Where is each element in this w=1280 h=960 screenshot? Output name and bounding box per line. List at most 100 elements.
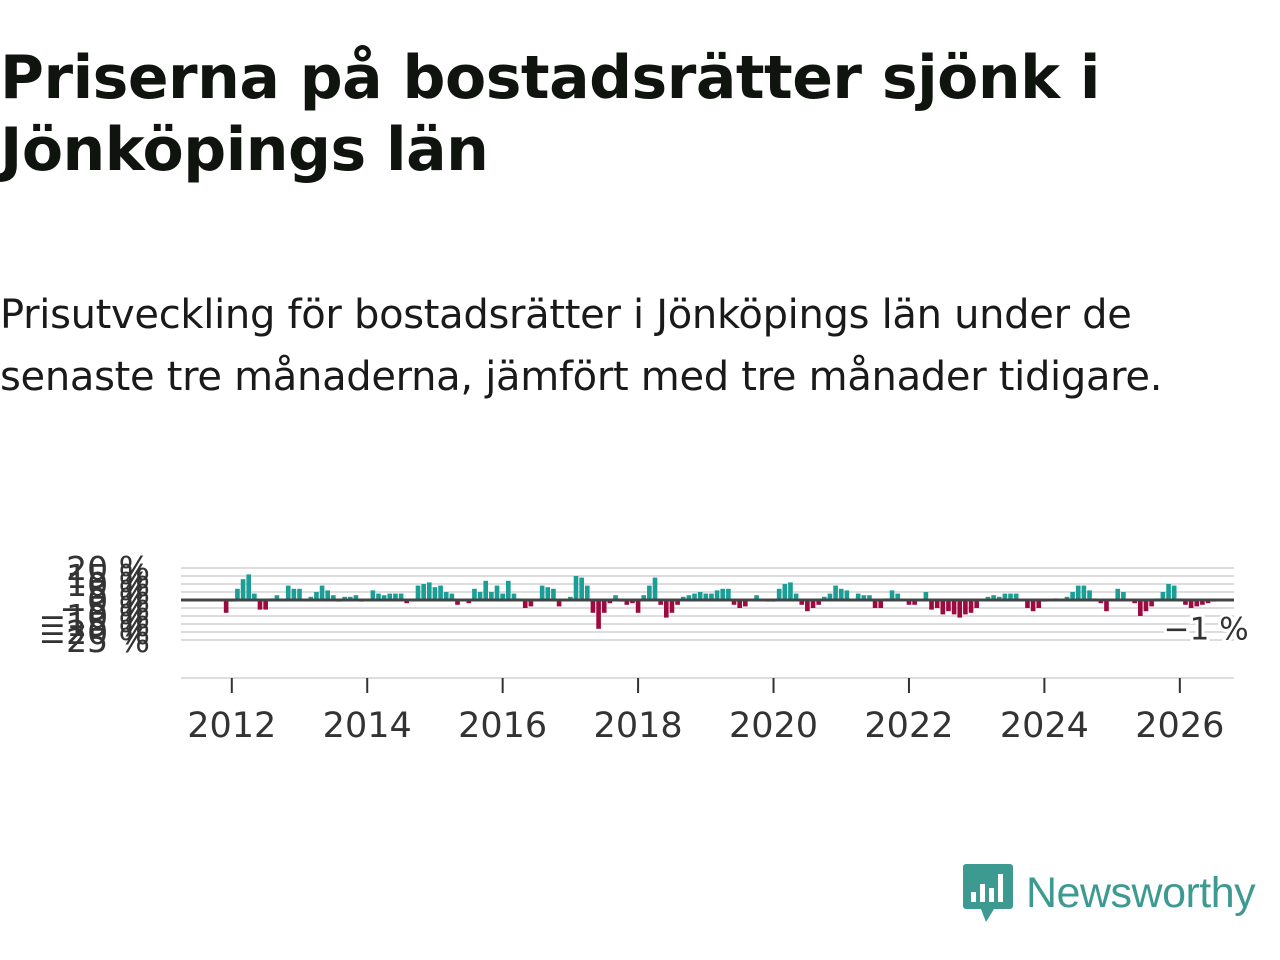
bar	[1115, 588, 1121, 600]
gridlines	[181, 567, 1234, 641]
bar	[1081, 585, 1087, 600]
bar	[590, 600, 596, 613]
bar	[810, 600, 816, 608]
bar	[703, 593, 709, 600]
bar	[658, 600, 663, 605]
bar	[263, 600, 268, 610]
bar	[1013, 593, 1019, 600]
bar	[1200, 600, 1205, 605]
y-tick-label: −5 %	[60, 589, 151, 628]
bar	[731, 600, 737, 605]
bar	[697, 592, 703, 600]
bar	[737, 600, 742, 608]
bar	[505, 580, 511, 600]
bar	[584, 585, 590, 600]
bar	[776, 588, 782, 600]
bar	[624, 600, 630, 605]
bar	[376, 593, 381, 600]
bar	[528, 600, 534, 607]
bar	[353, 595, 359, 600]
bar	[449, 593, 455, 600]
bar	[709, 593, 714, 600]
bar	[1064, 596, 1070, 600]
bar	[827, 593, 833, 600]
bar	[799, 600, 805, 605]
bar	[240, 579, 246, 600]
bar	[545, 587, 551, 600]
bar	[934, 600, 940, 608]
bar	[652, 577, 658, 600]
bar	[805, 600, 810, 612]
bar	[370, 590, 376, 600]
x-axis: 2012 2014 2016 2018 2020 2022 2024 2026	[187, 678, 1224, 740]
bar	[867, 595, 872, 600]
bar	[556, 600, 562, 607]
bar	[331, 595, 336, 600]
bar	[1075, 585, 1081, 600]
bar	[223, 600, 229, 613]
bar	[1104, 600, 1109, 612]
bar	[889, 590, 895, 600]
bar	[1070, 592, 1075, 600]
bar	[1194, 600, 1200, 607]
bar	[1036, 600, 1042, 608]
bar	[692, 593, 697, 600]
bar	[252, 593, 257, 600]
bar	[1132, 600, 1137, 604]
bar	[816, 600, 821, 605]
bar	[635, 600, 641, 613]
bar	[844, 590, 850, 600]
bar	[246, 574, 252, 600]
bar	[489, 592, 494, 600]
bar	[720, 588, 726, 600]
bar	[472, 588, 477, 600]
bar	[393, 593, 398, 600]
bar	[833, 585, 838, 600]
bar	[235, 588, 240, 600]
bar	[551, 588, 556, 600]
newsworthy-logo-text: Newsworthy	[1026, 868, 1256, 917]
bar	[387, 593, 393, 600]
bar	[1002, 593, 1008, 600]
bar	[861, 595, 867, 600]
bar	[878, 600, 884, 608]
x-tick-label: 2024	[1000, 706, 1089, 740]
y-tick-label: −25 %	[39, 621, 151, 660]
bar	[579, 577, 584, 600]
y-tick-label: 0 %	[87, 581, 150, 620]
bar	[483, 580, 489, 600]
bar	[1121, 592, 1126, 600]
x-tick-label: 2026	[1135, 706, 1224, 740]
bar	[1138, 600, 1143, 616]
bar	[1183, 600, 1188, 605]
bar	[573, 576, 579, 600]
bar	[1030, 600, 1036, 612]
bar	[421, 584, 426, 600]
bar	[641, 595, 647, 600]
bar	[285, 585, 291, 600]
bar	[714, 590, 720, 600]
bar	[1008, 593, 1013, 600]
bar	[991, 595, 996, 600]
bar	[1205, 600, 1211, 604]
bar	[1160, 592, 1166, 600]
y-tick-label: 10 %	[66, 565, 150, 604]
bar	[680, 596, 686, 600]
bar	[754, 595, 759, 600]
bar	[906, 600, 912, 605]
y-tick-label: −15 %	[39, 605, 151, 644]
x-tick-label: 2014	[323, 706, 412, 740]
y-tick-label: 20 %	[66, 549, 150, 588]
bar	[940, 600, 946, 615]
bar	[314, 592, 319, 600]
bar	[438, 585, 443, 600]
bar	[607, 600, 613, 604]
chart-title: Priserna på bostadsrätter sjönk i Jönköp…	[0, 43, 1100, 185]
bar	[415, 585, 421, 600]
bars	[223, 574, 1216, 629]
bar	[951, 600, 957, 615]
bar	[398, 593, 404, 600]
bar	[455, 600, 460, 605]
bar	[963, 600, 968, 615]
y-tick-label: 15 %	[66, 557, 150, 596]
